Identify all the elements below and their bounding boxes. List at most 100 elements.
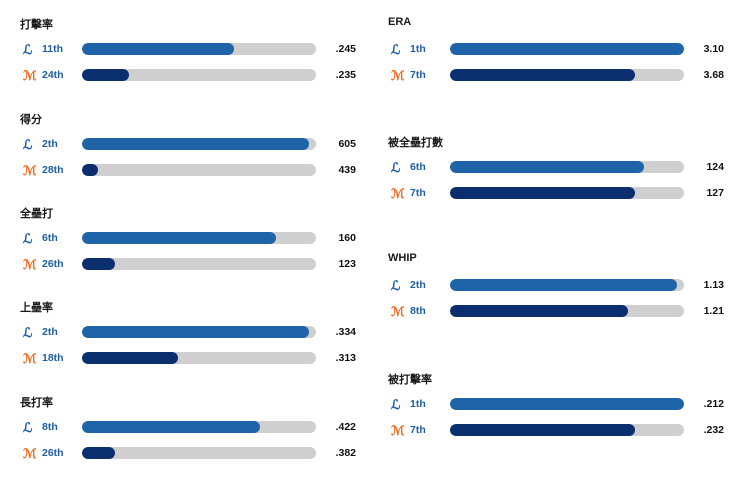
mets-logo-icon: ℳ: [390, 185, 405, 201]
dodgers-logo-icon: ℒ: [22, 419, 36, 435]
mets-logo-icon: ℳ: [390, 303, 405, 319]
dodgers-logo-icon: ℒ: [22, 136, 36, 152]
mets-logo-icon: ℳ: [22, 445, 37, 461]
bar-fill: [450, 187, 635, 199]
team-row-ny: ℳ 26th 123: [0, 256, 740, 272]
value-label: 160: [338, 232, 356, 244]
svg-text:ℳ: ℳ: [23, 68, 36, 82]
bar-fill: [82, 138, 309, 150]
mets-logo-icon: ℳ: [22, 162, 37, 178]
svg-text:ℒ: ℒ: [23, 231, 33, 245]
bar-fill: [450, 398, 684, 410]
rank-label: 28th: [42, 164, 64, 176]
team-row-ny: ℳ 28th 439: [0, 162, 740, 178]
dodgers-logo-icon: ℒ: [390, 159, 404, 175]
bar-fill: [450, 305, 628, 317]
svg-text:ℳ: ℳ: [391, 423, 404, 437]
rank-label: 11th: [42, 43, 64, 55]
bar-track: [450, 398, 684, 410]
rank-label: 26th: [42, 447, 64, 459]
rank-label: 2th: [42, 138, 58, 150]
team-row-ny: ℳ 7th .232: [0, 422, 740, 438]
stat-title: 打擊率: [20, 19, 53, 31]
rank-label: 8th: [410, 305, 426, 317]
value-label: .245: [335, 43, 356, 55]
rank-label: 1th: [410, 43, 426, 55]
stat-title: ERA: [388, 16, 412, 28]
stat-title: 得分: [20, 114, 42, 126]
rank-label: 24th: [42, 69, 64, 81]
team-row-ny: ℳ 24th .235: [0, 68, 740, 83]
dodgers-logo-icon: ℒ: [390, 41, 404, 57]
mets-logo-icon: ℳ: [390, 422, 405, 438]
svg-text:ℒ: ℒ: [391, 42, 401, 56]
team-row-la: ℒ 1th 3.10: [0, 41, 740, 57]
svg-text:ℒ: ℒ: [23, 325, 33, 339]
bar-track: [450, 305, 684, 317]
team-row-ny: ℳ 7th 3.68: [0, 67, 740, 83]
bar-track: [82, 326, 316, 338]
bar-track: [450, 161, 684, 173]
team-row-la: ℒ 2th 1.13: [0, 277, 740, 293]
bar-track: [82, 447, 316, 459]
stat-title: 被全壘打數: [388, 137, 443, 149]
dodgers-logo-icon: ℒ: [390, 277, 404, 293]
bar-track: [450, 43, 684, 55]
team-row-ny: ℳ 18th .313: [0, 350, 740, 366]
value-label: 605: [338, 138, 356, 150]
value-label: 3.68: [703, 69, 724, 81]
team-row-ny: ℳ 7th 127: [0, 185, 740, 201]
value-label: .334: [335, 326, 356, 338]
bar-fill: [450, 424, 635, 436]
svg-text:ℳ: ℳ: [391, 304, 404, 318]
svg-text:ℳ: ℳ: [391, 186, 404, 200]
mets-logo-icon: ℳ: [22, 350, 37, 366]
bar-fill: [450, 161, 644, 173]
bar-track: [450, 187, 684, 199]
value-label: 127: [706, 187, 724, 199]
svg-text:ℳ: ℳ: [23, 163, 36, 177]
bar-track: [82, 164, 316, 176]
svg-text:ℒ: ℒ: [391, 160, 401, 174]
bar-fill: [82, 326, 309, 338]
team-row-la: ℒ 2th .334: [0, 324, 740, 340]
mets-logo-icon: ℳ: [390, 67, 405, 83]
bar-fill: [82, 232, 276, 244]
bar-fill: [82, 69, 129, 81]
svg-text:ℳ: ℳ: [391, 68, 404, 82]
team-row-ny: ℳ 8th 1.21: [0, 303, 740, 319]
dodgers-logo-icon: ℒ: [22, 324, 36, 340]
value-label: .212: [703, 398, 724, 410]
svg-text:ℳ: ℳ: [23, 257, 36, 271]
bar-fill: [82, 352, 178, 364]
value-label: 3.10: [703, 43, 724, 55]
svg-text:ℒ: ℒ: [391, 278, 401, 292]
svg-text:ℒ: ℒ: [23, 137, 33, 151]
team-row-la: ℒ 11th .245: [0, 42, 740, 57]
bar-track: [82, 69, 316, 81]
mets-logo-icon: ℳ: [22, 256, 37, 272]
dodgers-logo-icon: ℒ: [22, 230, 36, 246]
value-label: 439: [338, 164, 356, 176]
bar-fill: [82, 421, 260, 433]
bar-fill: [82, 447, 115, 459]
svg-text:ℒ: ℒ: [23, 420, 33, 434]
team-row-la: ℒ 8th .422: [0, 419, 740, 435]
stat-title: 全壘打: [20, 208, 53, 220]
value-label: 123: [338, 258, 356, 270]
svg-text:ℒ: ℒ: [391, 397, 401, 411]
bar-fill: [450, 69, 635, 81]
bar-track: [450, 424, 684, 436]
value-label: .232: [703, 424, 724, 436]
stat-title: WHIP: [388, 252, 417, 264]
value-label: .235: [335, 69, 356, 81]
team-row-la: ℒ 6th 124: [0, 159, 740, 175]
rank-label: 7th: [410, 424, 426, 436]
svg-text:ℳ: ℳ: [23, 446, 36, 460]
rank-label: 1th: [410, 398, 426, 410]
rank-label: 2th: [42, 326, 58, 338]
svg-text:ℒ: ℒ: [23, 42, 33, 56]
team-row-la: ℒ 1th .212: [0, 397, 740, 412]
value-label: .382: [335, 447, 356, 459]
rank-label: 2th: [410, 279, 426, 291]
